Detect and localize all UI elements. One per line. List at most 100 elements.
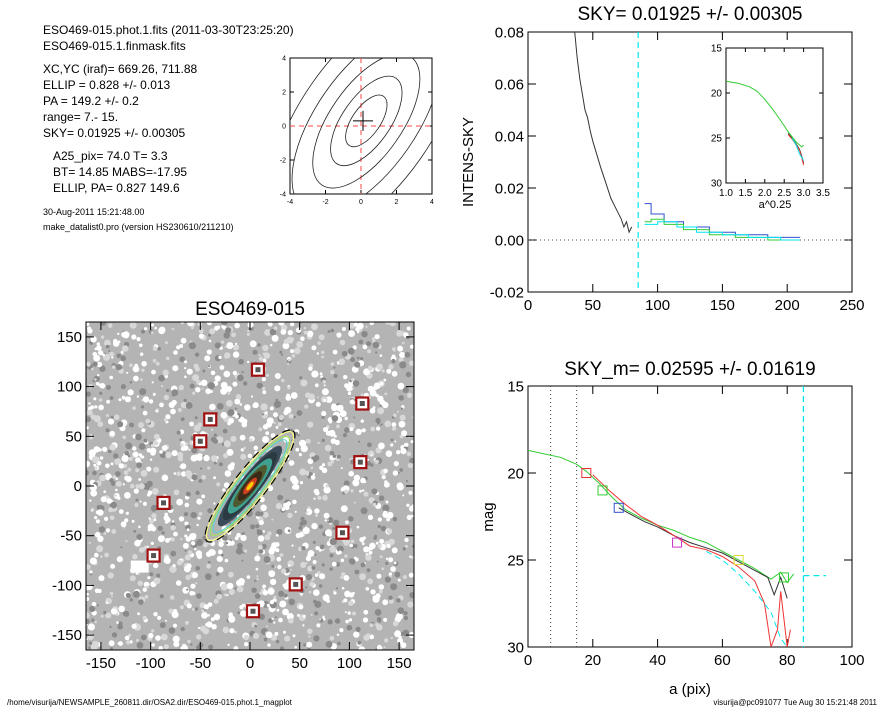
noise-speck: [349, 379, 352, 383]
noise-speck: [176, 498, 184, 506]
noise-speck: [240, 534, 247, 542]
noise-speck: [125, 511, 129, 515]
contour-ytick-label: 2: [282, 89, 286, 96]
noise-speck: [356, 330, 360, 334]
noise-speck: [92, 352, 98, 357]
noise-speck: [239, 434, 246, 441]
noise-speck: [170, 525, 176, 531]
noise-speck: [339, 628, 344, 633]
noise-speck: [139, 500, 142, 503]
noise-speck: [126, 640, 131, 645]
noise-speck: [120, 350, 124, 354]
noise-speck: [198, 479, 203, 483]
noise-speck: [109, 444, 116, 451]
noise-speck: [360, 562, 366, 568]
noise-speck: [198, 382, 202, 386]
noise-speck: [135, 433, 142, 441]
noise-speck: [204, 355, 211, 362]
noise-speck: [232, 344, 239, 351]
noise-speck: [90, 489, 98, 497]
noise-speck: [141, 428, 146, 433]
noise-speck: [165, 538, 170, 543]
inset-xtick-label: 3.5: [816, 188, 830, 199]
noise-speck: [317, 441, 320, 445]
noise-speck: [366, 461, 372, 466]
noise-speck: [352, 380, 360, 387]
noise-speck: [252, 402, 259, 409]
mask-marker-core: [151, 553, 157, 559]
noise-speck: [254, 579, 257, 582]
inset-ytick-label: 15: [711, 44, 723, 55]
contour-level-3: [291, 58, 432, 194]
noise-speck: [371, 337, 376, 341]
noise-speck: [319, 372, 323, 376]
noise-speck: [145, 418, 151, 424]
noise-speck: [176, 430, 181, 435]
noise-speck: [396, 410, 400, 413]
noise-speck: [391, 358, 396, 364]
noise-speck: [234, 630, 238, 634]
noise-speck: [388, 557, 394, 563]
noise-speck: [218, 541, 224, 547]
noise-speck: [399, 361, 407, 369]
noise-speck: [86, 618, 90, 625]
noise-speck: [369, 634, 375, 640]
noise-speck: [92, 361, 98, 367]
noise-speck: [211, 624, 217, 630]
noise-speck: [89, 573, 93, 576]
noise-speck: [377, 544, 382, 549]
noise-speck: [117, 642, 120, 645]
noise-speck: [220, 387, 228, 395]
noise-speck: [151, 504, 158, 512]
noise-speck: [161, 445, 168, 451]
noise-speck: [252, 632, 260, 640]
noise-speck: [184, 367, 187, 370]
sky-plot-title: SKY= 0.01925 +/- 0.00305: [577, 4, 802, 25]
image-ytick-label: 150: [57, 329, 82, 346]
noise-speck: [235, 414, 239, 419]
noise-speck: [91, 601, 97, 607]
noise-speck: [303, 330, 308, 335]
noise-speck: [122, 611, 127, 616]
noise-speck: [358, 646, 366, 650]
noise-speck: [207, 466, 211, 470]
noise-speck: [172, 564, 176, 568]
noise-speck: [300, 516, 305, 521]
noise-speck: [184, 554, 191, 561]
noise-speck: [363, 609, 369, 615]
noise-speck: [152, 358, 157, 363]
noise-speck: [300, 336, 305, 342]
noise-speck: [136, 641, 144, 649]
noise-speck: [153, 466, 160, 473]
noise-speck: [97, 509, 104, 516]
mag-xtick-label: 80: [779, 652, 796, 669]
noise-speck: [318, 334, 325, 341]
noise-speck: [88, 402, 91, 405]
noise-speck: [360, 419, 364, 423]
noise-speck: [262, 530, 266, 533]
inset-xtick-label: 3.0: [797, 188, 811, 199]
noise-speck: [255, 567, 259, 571]
noise-speck: [369, 542, 376, 550]
noise-speck: [384, 638, 389, 643]
noise-speck: [196, 553, 203, 560]
noise-speck: [165, 619, 167, 622]
noise-speck: [139, 343, 143, 348]
noise-speck: [143, 438, 148, 443]
noise-speck: [391, 426, 397, 431]
noise-speck: [180, 463, 187, 470]
program-version: make_datalist0.pro (version HS230610/211…: [43, 222, 234, 232]
noise-speck: [384, 392, 388, 396]
noise-speck: [261, 377, 266, 382]
noise-speck: [333, 373, 338, 378]
noise-speck: [165, 517, 171, 523]
noise-speck: [89, 557, 97, 565]
footer-user: visurija@pc091077 Tue Aug 30 15:21:48 20…: [713, 698, 877, 707]
noise-speck: [397, 345, 404, 352]
noise-speck: [301, 546, 306, 551]
noise-speck: [112, 475, 117, 479]
noise-speck: [332, 454, 336, 458]
noise-speck: [152, 392, 156, 396]
noise-speck: [197, 626, 201, 630]
noise-speck: [240, 453, 247, 460]
